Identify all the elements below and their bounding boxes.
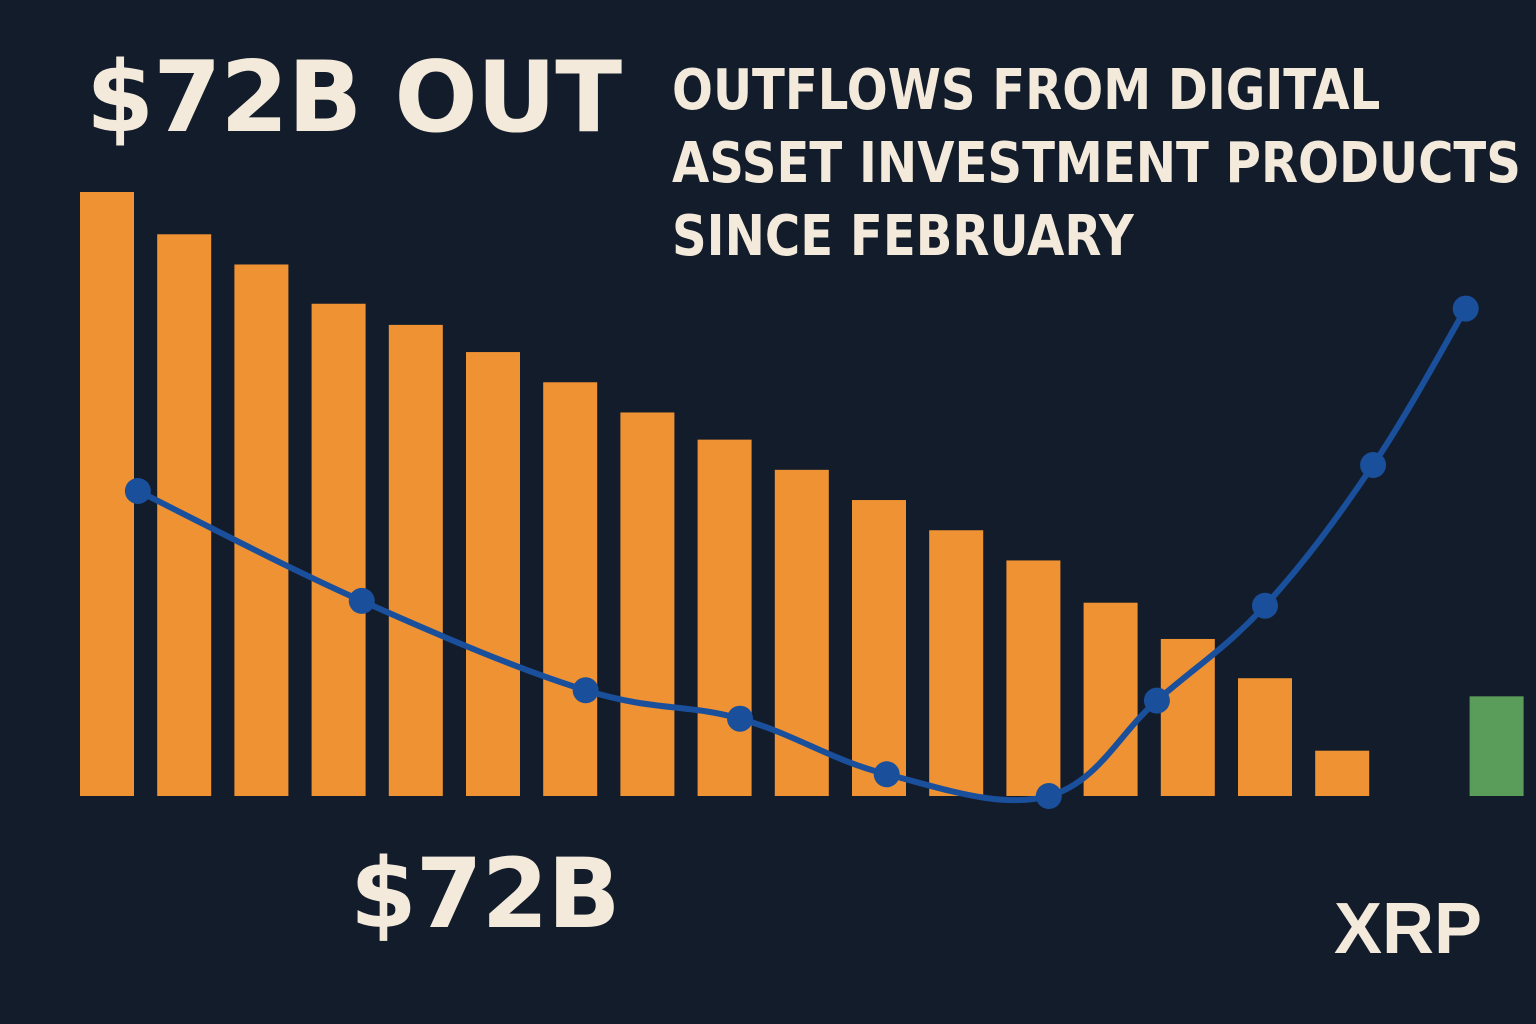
bar-3 [234,264,289,797]
bar-7 [543,382,598,796]
bars-layer [80,192,1524,797]
bar-17 [1315,750,1370,796]
bar-5 [388,324,443,796]
trend-point-4 [727,705,754,732]
chart-title-line-1: OUTFLOWS FROM DIGITAL [672,58,1381,123]
bar-4 [311,303,366,796]
total-outflow-label: $72B [350,838,621,950]
trend-point-3 [572,677,599,704]
bar-16 [1238,678,1292,796]
trend-point-1 [124,477,151,504]
trend-point-7 [1143,687,1170,714]
bar-15 [1160,638,1215,796]
bar-12 [929,530,984,796]
bar-1 [80,192,134,796]
chart-title-line-3: SINCE FEBRUARY [672,204,1134,269]
bar-10 [774,469,829,796]
bar-6 [466,352,520,796]
trend-point-5 [873,761,900,788]
trend-point-2 [348,587,375,614]
trend-point-6 [1035,783,1062,809]
trend-line [134,305,1469,804]
bar-9 [697,439,752,796]
bar-11 [852,500,906,796]
chart-title-line-2: ASSET INVESTMENT PRODUCTS [672,131,1521,196]
bar-8 [620,412,675,796]
trend-points-layer [124,295,1479,809]
trend-point-9 [1360,452,1387,479]
xrp-label: XRP [1334,889,1483,969]
trend-point-8 [1252,592,1278,619]
trend-point-10 [1452,295,1479,322]
bar-14 [1083,602,1138,796]
bar-xrp [1469,696,1524,796]
headline: $72B OUT [86,41,622,155]
chart-title: OUTFLOWS FROM DIGITAL ASSET INVESTMENT P… [672,54,1521,273]
bar-13 [1006,560,1061,796]
